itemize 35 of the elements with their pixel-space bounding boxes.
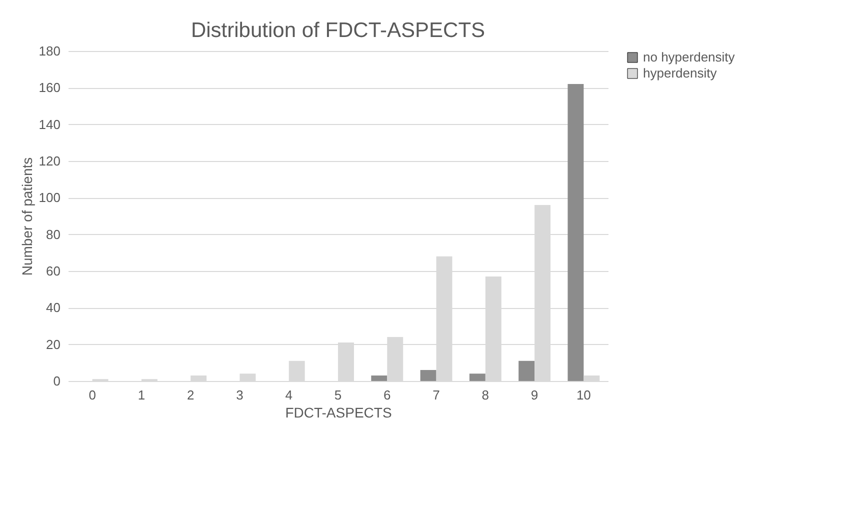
y-tick-label: 160 (38, 80, 60, 96)
x-tick-label: 9 (530, 388, 538, 402)
chart-title: Distribution of FDCT-ASPECTS (190, 19, 486, 42)
y-tick-label: 80 (46, 226, 60, 242)
bar (420, 370, 436, 381)
bar (288, 360, 305, 381)
y-tick-label: 100 (38, 190, 60, 206)
x-tick-label: 2 (186, 388, 194, 402)
x-axis-title: FDCT-ASPECTS (285, 404, 392, 420)
y-tick-label: 20 (46, 336, 60, 352)
y-tick-label: 140 (38, 116, 60, 132)
x-tick-label: 5 (334, 388, 342, 402)
y-axis-title: Number of patients (18, 157, 35, 276)
x-tick-label: 0 (88, 388, 96, 402)
y-tick-label: 40 (46, 300, 60, 316)
bar (190, 376, 207, 381)
bar (240, 374, 256, 381)
y-tick-label: 0 (53, 374, 60, 388)
x-tick-label: 7 (432, 388, 440, 402)
x-tick-label: 6 (384, 388, 391, 402)
x-tick-label: 4 (285, 388, 292, 402)
x-tick-label: 1 (138, 388, 146, 402)
x-tick-label: 10 (576, 388, 591, 402)
y-tick-label: 120 (38, 154, 60, 168)
y-tick-label: 180 (38, 44, 60, 58)
legend-label: no hyperdensity (643, 50, 736, 64)
bar (518, 360, 535, 381)
x-tick-label: 8 (482, 388, 490, 402)
bar (371, 376, 388, 381)
bar (584, 376, 600, 381)
legend-label: hyperdensity (643, 66, 718, 80)
bar (469, 374, 486, 381)
x-tick-label: 3 (236, 388, 244, 402)
bar (568, 84, 584, 381)
y-tick-label: 60 (46, 264, 60, 278)
